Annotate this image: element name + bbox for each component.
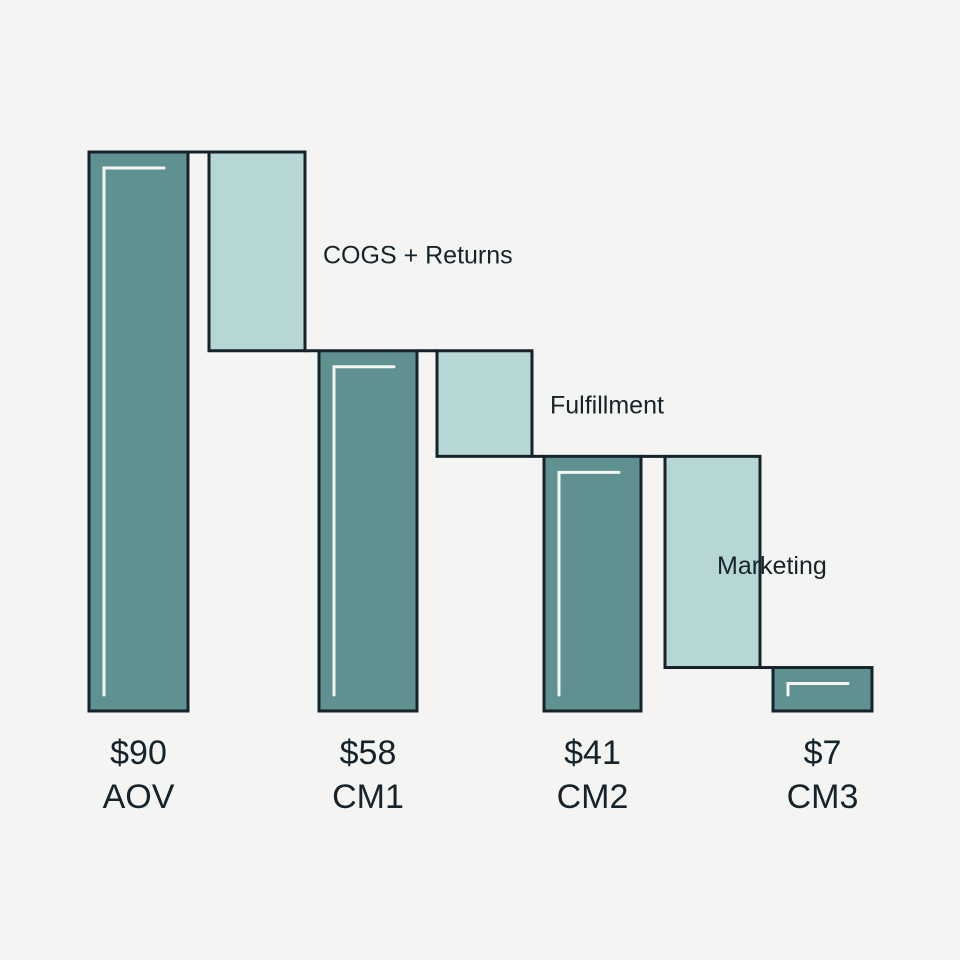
step-label-1: COGS + Returns <box>323 241 513 269</box>
bar-highlight-cm3 <box>786 682 850 697</box>
bars-group <box>87 150 874 713</box>
value-label-cm3: $7 <box>804 734 842 772</box>
connector-lines <box>188 150 773 670</box>
decrease-bar-5 <box>663 454 762 670</box>
bar-highlight-cm2 <box>557 470 621 697</box>
bar-highlight-aov <box>102 166 166 697</box>
decrease-bar-3 <box>435 349 534 458</box>
decrease-bar-1 <box>207 150 307 353</box>
category-label-cm3: CM3 <box>787 778 859 816</box>
step-label-5: Marketing <box>717 552 827 580</box>
value-label-cm1: $58 <box>340 734 397 772</box>
category-label-cm2: CM2 <box>557 778 629 816</box>
bar-highlight-cm1 <box>332 365 396 697</box>
step-label-3: Fulfillment <box>550 392 664 420</box>
value-label-aov: $90 <box>110 734 167 772</box>
category-label-aov: AOV <box>103 778 175 816</box>
value-label-cm2: $41 <box>564 734 621 772</box>
category-label-cm1: CM1 <box>332 778 404 816</box>
labels-group: $90 AOV COGS + Returns $58 CM1 Fulfillment $41… <box>103 241 859 816</box>
